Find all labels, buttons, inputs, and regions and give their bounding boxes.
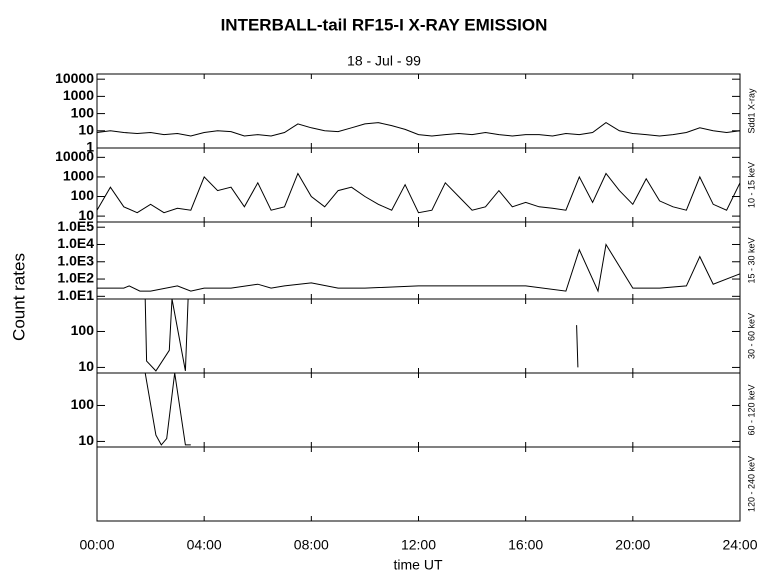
y-tick-label: 10 <box>78 358 94 374</box>
y-tick-label: 100 <box>71 104 95 120</box>
y-tick-label: 1.0E4 <box>57 235 94 251</box>
y-tick-label: 100 <box>71 187 95 203</box>
panel-frame <box>96 147 741 223</box>
panel-label: 120 - 240 keV <box>746 456 756 512</box>
y-tick-label: 100 <box>71 396 95 412</box>
x-tick-label: 16:00 <box>508 537 543 553</box>
x-tick-label: 20:00 <box>615 537 650 553</box>
panel-frame <box>96 298 741 374</box>
chart-title: INTERBALL-tail RF15-I X-RAY EMISSION <box>221 15 548 34</box>
panel-label: 30 - 60 keV <box>746 313 756 359</box>
series-line <box>96 121 741 137</box>
y-tick-label: 100 <box>71 322 95 338</box>
panel-label: 10 - 15 keV <box>746 162 756 208</box>
y-tick-label: 1000 <box>63 168 94 184</box>
y-tick-label: 10000 <box>55 70 94 86</box>
y-tick-label: 10000 <box>55 148 94 164</box>
y-tick-label: 10 <box>78 432 94 448</box>
x-tick-label: 12:00 <box>401 537 436 553</box>
x-tick-label: 04:00 <box>187 537 222 553</box>
y-tick-label: 1.0E3 <box>57 252 94 268</box>
panel-label: 60 - 120 keV <box>746 384 756 435</box>
y-tick-label: 1000 <box>63 87 94 103</box>
y-axis-label: Count rates <box>9 253 28 341</box>
y-tick-label: 1 <box>86 139 94 155</box>
panel-label: 15 - 30 keV <box>746 237 756 283</box>
x-tick-label: 24:00 <box>722 537 757 553</box>
series-line <box>96 172 741 214</box>
series-line <box>97 243 741 293</box>
y-tick-label: 1.0E2 <box>57 270 94 286</box>
panel-frame <box>96 73 741 149</box>
x-tick-label: 08:00 <box>294 537 329 553</box>
x-tick-label: 00:00 <box>79 537 114 553</box>
panel-label: Sdd1 X-ray <box>746 88 756 134</box>
panel-frame <box>96 372 741 448</box>
panel-frame <box>96 221 741 300</box>
panel-frame <box>96 446 741 522</box>
series-line <box>144 298 579 372</box>
chart-subtitle: 18 - Jul - 99 <box>347 53 421 69</box>
y-tick-label: 1.0E5 <box>57 218 94 234</box>
y-tick-label: 10 <box>78 207 94 223</box>
x-axis-label: time UT <box>394 557 443 573</box>
y-tick-label: 1.0E1 <box>57 287 94 303</box>
y-tick-label: 10 <box>78 121 94 137</box>
series-line <box>144 372 191 446</box>
